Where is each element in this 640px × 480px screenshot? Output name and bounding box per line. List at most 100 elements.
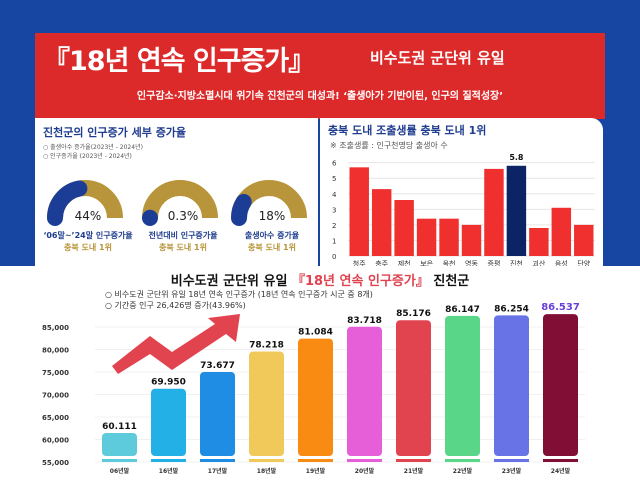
x-tick-label: 20년말 [355, 467, 375, 475]
bar [484, 168, 504, 256]
bar [416, 218, 437, 256]
population-panel: 비수도권 군단위 유일 『18년 연속 인구증가』 진천군 ○ 비수도권 군단위… [0, 266, 640, 480]
bar-base [445, 459, 480, 462]
x-tick-label: 증평 [488, 259, 501, 268]
note: ○ 인구증가율 (2023년 - 2024년) [43, 153, 132, 160]
x-tick-label: 19년말 [306, 467, 326, 475]
bar [445, 315, 480, 456]
x-tick-label: 옥천 [443, 259, 456, 268]
birth-rate-chart: 0 1 2 3 4 5 6 청주 충주 제천 보은 옥천 영동 증평 진천 5.8 괴산 음성 단양 [332, 153, 595, 268]
bar-base [151, 459, 186, 462]
bar [394, 200, 414, 256]
gauge-label: 전년대비 인구증가율 [148, 231, 218, 240]
gauge-value: 44% [74, 209, 102, 223]
x-tick-label: 06년말 [110, 467, 130, 475]
y-tick-label: 6 [332, 160, 337, 168]
data-label: 69.950 [151, 378, 186, 388]
data-label: 81.084 [298, 328, 333, 338]
bar-base [494, 459, 529, 462]
bar-base [102, 459, 137, 462]
bar [371, 189, 392, 256]
bar [102, 433, 137, 456]
bar [506, 165, 527, 256]
data-label: 60.111 [102, 422, 137, 432]
gauge-track [142, 180, 218, 219]
y-tick-label: 3 [332, 206, 336, 214]
x-tick-label: 충주 [375, 259, 388, 268]
gauge-value: 0.3% [167, 209, 199, 223]
data-label: 78.218 [249, 341, 284, 351]
gauge-sub: 충북 도내 1위 [248, 243, 296, 252]
y-tick-label: 55,000 [42, 459, 69, 467]
bar [551, 207, 572, 256]
subtitle: 비수도권 군단위 유일 [370, 49, 505, 67]
gauge-value: 18% [258, 209, 286, 223]
gauge-label: ‘06말~’24말 인구증가율 [43, 231, 133, 240]
x-tick-label: 21년말 [404, 467, 424, 475]
panel-title: 충북 도내 조출생률 충북 도내 1위 [328, 124, 487, 137]
y-tick-label: 5 [332, 175, 336, 183]
bar [494, 315, 529, 456]
bar [574, 224, 594, 256]
y-tick-label: 80,000 [42, 347, 69, 355]
birth-rate-panel: 충북 도내 조출생률 충북 도내 1위 ※ 조출생률 : 인구천명당 출생아 수… [320, 118, 603, 268]
growth-rate-panel: 진천군의 인구증가 세부 증가율 ○ 출생아수 증가율(2023년 - 2024… [35, 118, 318, 268]
bar-base [249, 459, 284, 462]
gauges [47, 180, 307, 226]
bar [396, 320, 431, 456]
note: ○ 출생아수 증가율(2023년 - 2024년) [43, 144, 143, 151]
gauge-label: 출생아수 증가율 [244, 231, 300, 240]
bar-base [543, 459, 578, 462]
x-tick-label: 제천 [398, 259, 411, 268]
gauge-fill [231, 193, 252, 226]
bar [461, 224, 482, 256]
main-title: 『18년 연속 인구증가』 [43, 46, 315, 77]
bar [349, 167, 369, 256]
bar [249, 351, 284, 456]
y-tick-label: 85,000 [42, 324, 69, 332]
bar [151, 388, 186, 456]
bar-base [200, 459, 235, 462]
gauge-fill [47, 180, 88, 226]
chart-title: 비수도권 군단위 유일 『18년 연속 인구증가』 진천군 [170, 274, 470, 289]
panel-title: 진천군의 인구증가 세부 증가율 [43, 126, 187, 139]
gauge-sub: 충북 도내 1위 [64, 243, 112, 252]
data-label: 85.176 [396, 309, 431, 319]
x-tick-label: 16년말 [159, 467, 179, 475]
y-tick-label: 2 [332, 222, 336, 230]
bar-base [347, 459, 382, 462]
data-label: 83.718 [347, 316, 382, 326]
x-tick-label: 보은 [420, 260, 433, 268]
bar-base [298, 459, 333, 462]
note: ※ 조출생률 : 인구천명당 출생아 수 [330, 141, 448, 150]
x-tick-label: 단양 [577, 259, 590, 268]
x-tick-label: 영동 [465, 259, 478, 268]
data-label: 86.254 [494, 304, 529, 314]
x-tick-label: 청주 [353, 260, 366, 268]
bar [298, 338, 333, 456]
y-tick-label: 0 [332, 253, 336, 261]
x-tick-label: 괴산 [532, 259, 545, 268]
data-label: 73.677 [200, 361, 235, 371]
population-chart: 55,000 60,000 65,000 70,000 75,000 80,000 85,0… [42, 302, 585, 475]
bar [439, 218, 459, 256]
tagline: 인구감소·지방소멸시대 위기속 진천군의 대성과! ‘출생아가 기반이된, 인구… [136, 91, 504, 102]
data-label: 86.147 [445, 305, 480, 315]
note: ○ 기간중 인구 26,426명 증가(43.96%) [105, 301, 246, 310]
x-tick-label: 진천 [510, 259, 523, 268]
y-tick-label: 1 [332, 237, 336, 245]
x-tick-label: 18년말 [257, 467, 277, 475]
x-tick-label: 음성 [555, 259, 568, 268]
bar-base [396, 459, 431, 462]
trend-arrow-icon [112, 314, 240, 374]
x-tick-label: 22년말 [453, 467, 473, 475]
y-tick-label: 60,000 [42, 437, 69, 445]
x-tick-label: 17년말 [208, 467, 228, 475]
y-tick-label: 65,000 [42, 414, 69, 422]
header-banner: 『18년 연속 인구증가』 비수도권 군단위 유일 인구감소·지방소멸시대 위기… [35, 33, 605, 119]
x-tick-label: 23년말 [502, 467, 522, 475]
x-tick-label: 24년말 [551, 467, 571, 475]
bar [200, 371, 235, 456]
bar [347, 326, 382, 456]
data-label: 5.8 [509, 153, 524, 162]
